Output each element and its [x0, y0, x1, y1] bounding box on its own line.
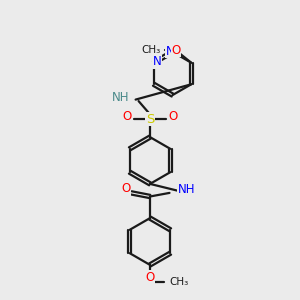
- Text: N: N: [166, 44, 175, 58]
- Text: O: O: [172, 44, 181, 57]
- Text: NH: NH: [112, 91, 129, 104]
- Text: N: N: [153, 55, 162, 68]
- Text: O: O: [122, 182, 130, 195]
- Text: S: S: [146, 112, 154, 126]
- Text: O: O: [146, 271, 154, 284]
- Text: O: O: [123, 110, 132, 123]
- Text: NH: NH: [178, 183, 195, 196]
- Text: O: O: [168, 110, 177, 123]
- Text: CH₃: CH₃: [141, 45, 160, 56]
- Text: CH₃: CH₃: [170, 277, 189, 287]
